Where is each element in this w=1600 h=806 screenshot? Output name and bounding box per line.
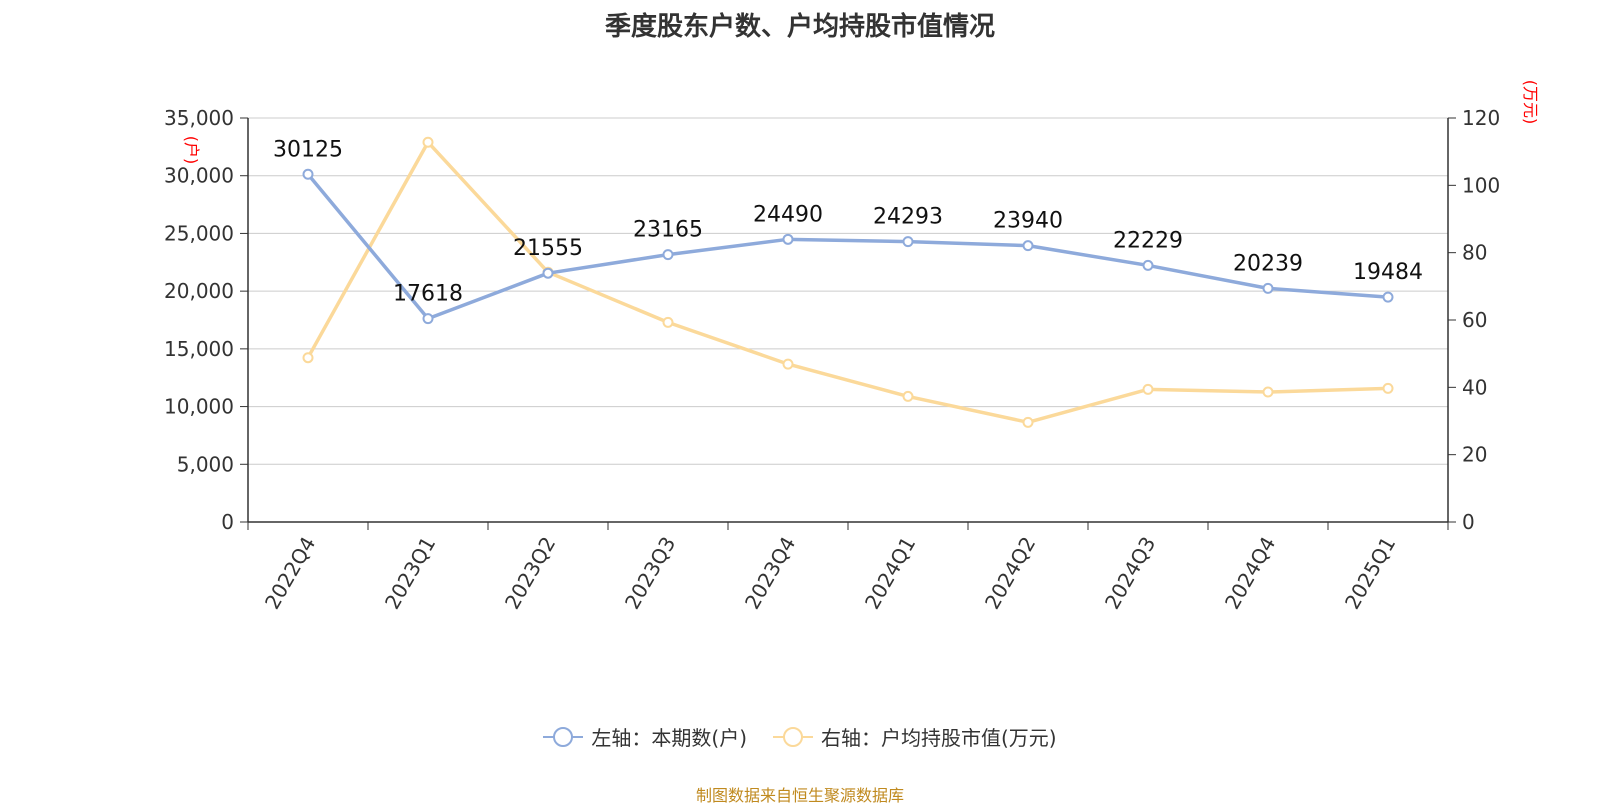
right-axis-unit-label: (万元) (1521, 80, 1540, 125)
grid-layer (248, 117, 1448, 465)
data-point (782, 358, 794, 370)
data-label: 17618 (393, 282, 463, 307)
data-point (1142, 259, 1154, 271)
data-point (1262, 386, 1274, 398)
data-label: 20239 (1233, 251, 1303, 276)
series-layer (302, 136, 1394, 428)
data-label: 21555 (513, 236, 583, 261)
x-axis-tick-label: 2024Q3 (1100, 533, 1160, 614)
data-point (302, 352, 314, 364)
legend-marker-avg-value-icon (773, 726, 813, 747)
data-point (782, 233, 794, 245)
left-axis-unit-label: (户) (182, 136, 201, 165)
data-point (662, 249, 674, 261)
data-point (422, 136, 434, 148)
x-axis-tick-label: 2022Q4 (260, 533, 320, 614)
left-axis-tick-label: 25,000 (164, 221, 234, 245)
x-axis-tick-label: 2023Q2 (500, 533, 560, 614)
data-point (902, 390, 914, 402)
source-note: 制图数据来自恒生聚源数据库 (695, 786, 904, 805)
data-label: 22229 (1113, 228, 1183, 253)
right-axis-tick-label: 120 (1462, 106, 1500, 130)
x-axis-tick-label: 2023Q3 (620, 533, 680, 614)
data-point (662, 316, 674, 328)
x-axis-tick-label: 2023Q1 (380, 533, 440, 614)
chart-title: 季度股东户数、户均持股市值情况 (604, 12, 995, 42)
legend-item-households[interactable]: 左轴：本期数(户) (543, 722, 747, 751)
x-axis-tick-label: 2023Q4 (740, 533, 800, 614)
legend-label-avg-value: 右轴：户均持股市值(万元) (821, 726, 1057, 750)
left-axis-tick-label: 35,000 (164, 106, 234, 130)
right-axis-tick-label: 20 (1462, 443, 1487, 467)
data-label: 30125 (273, 137, 343, 162)
data-label-layer: 30125 17618 21555 23165 24490 24293 23940 22229… (273, 137, 1423, 306)
right-axis-tick-label: 100 (1462, 173, 1500, 197)
x-axis-tick-label: 2025Q1 (1340, 533, 1400, 614)
left-axis-tick-label: 15,000 (164, 337, 234, 361)
data-point (1382, 382, 1394, 394)
data-point (1382, 291, 1394, 303)
data-label: 23165 (633, 218, 703, 243)
data-point (1142, 383, 1154, 395)
x-axis-tick-label: 2024Q4 (1220, 533, 1280, 614)
data-label: 24293 (873, 205, 943, 230)
data-point (1262, 282, 1274, 294)
legend-label-households: 左轴：本期数(户) (591, 726, 747, 750)
left-axis-tick-label: 20,000 (164, 279, 234, 303)
left-axis-tick-label: 10,000 (164, 395, 234, 419)
x-axis-tick-label: 2024Q2 (980, 533, 1040, 614)
right-axis-tick-label: 60 (1462, 308, 1487, 332)
right-axis-tick-label: 40 (1462, 375, 1487, 399)
left-axis-tick-label: 5,000 (177, 452, 234, 476)
right-axis-tick-label: 80 (1462, 241, 1487, 265)
data-point (542, 267, 554, 279)
data-point (902, 236, 914, 248)
right-axis-tick-label: 0 (1462, 510, 1475, 534)
left-axis-tick-label: 30,000 (164, 164, 234, 188)
legend: 左轴：本期数(户) 右轴：户均持股市值(万元) (0, 722, 1600, 751)
series-line (306, 173, 1389, 321)
data-label: 23940 (993, 209, 1063, 234)
axis-layer: 0 5,000 10,000 15,000 20,000 25,000 30,000 35,0… (164, 80, 1540, 613)
x-axis-tick-label: 2024Q1 (860, 533, 920, 614)
data-label: 24490 (753, 202, 823, 227)
data-point (1022, 416, 1034, 428)
data-point (422, 313, 434, 325)
data-label: 19484 (1353, 260, 1423, 285)
series-line (306, 140, 1389, 425)
data-point (1022, 240, 1034, 252)
legend-marker-households-icon (543, 726, 584, 747)
left-axis-tick-label: 0 (221, 510, 234, 534)
data-point (302, 168, 314, 180)
legend-item-avg-value[interactable]: 右轴：户均持股市值(万元) (773, 722, 1057, 751)
